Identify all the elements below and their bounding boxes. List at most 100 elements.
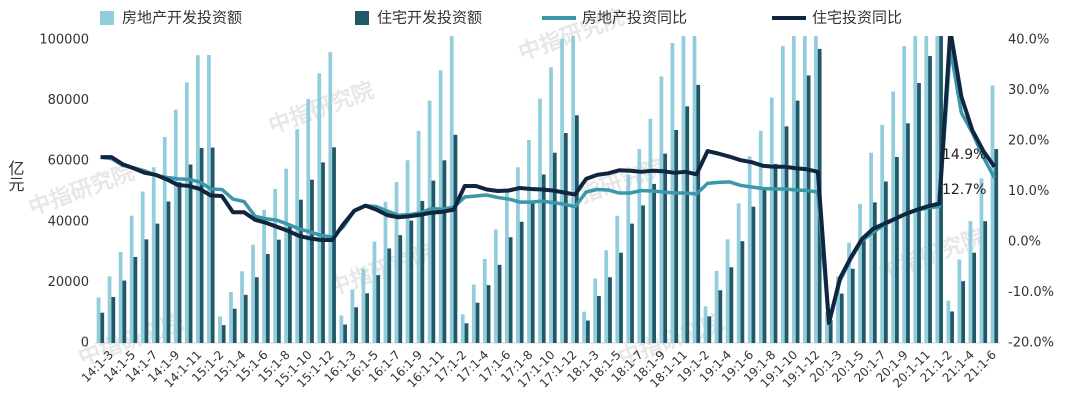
bar (372, 241, 377, 343)
bar (173, 109, 178, 343)
bar (861, 239, 866, 343)
bar (806, 75, 811, 344)
bar (107, 276, 112, 343)
y2-tick-label: 30.0% (1008, 83, 1049, 98)
bar (306, 98, 311, 343)
bar (784, 126, 789, 343)
bar (210, 147, 215, 343)
bar (758, 130, 763, 343)
legend-swatch (100, 11, 114, 25)
bar (718, 290, 723, 343)
bar (471, 284, 476, 343)
bar (332, 147, 336, 343)
bar (420, 200, 425, 343)
bar (884, 181, 888, 343)
bar (140, 191, 145, 343)
bar (659, 76, 664, 344)
bar (619, 252, 623, 343)
data-label: 12.7% (942, 182, 986, 198)
bar (935, 36, 940, 344)
bar (427, 100, 432, 343)
y-tick-label: 40000 (48, 214, 89, 229)
bar (229, 291, 233, 343)
bar (310, 179, 314, 343)
bar (928, 56, 932, 344)
bar (497, 264, 502, 343)
bar (317, 73, 322, 344)
y2-tick-label: 20.0% (1008, 134, 1049, 149)
bar (703, 306, 708, 343)
bar (869, 152, 873, 343)
bar (365, 293, 370, 343)
bar (773, 163, 778, 343)
bar (858, 203, 862, 343)
y-tick-label: 60000 (48, 154, 89, 169)
bar (486, 285, 491, 343)
bar (836, 276, 840, 343)
bar (383, 201, 388, 343)
bar (207, 55, 211, 343)
bar (795, 100, 800, 343)
bar (387, 248, 392, 343)
bar (637, 149, 642, 343)
bar (994, 149, 999, 343)
bar (950, 311, 954, 343)
bar (442, 160, 447, 343)
bar (339, 315, 344, 343)
bar (696, 84, 701, 344)
bar (96, 297, 101, 343)
bar (968, 221, 973, 343)
bar (273, 188, 277, 343)
bar (376, 275, 381, 343)
bar (707, 316, 712, 343)
bar (240, 271, 244, 343)
bar (552, 152, 557, 343)
bar (144, 239, 149, 343)
bar (593, 278, 598, 343)
bar (692, 36, 697, 344)
bar (129, 215, 134, 343)
line (100, 36, 997, 325)
bar (615, 215, 620, 343)
bar (917, 83, 921, 343)
bar (449, 36, 454, 344)
bar (626, 174, 631, 343)
bar (674, 129, 679, 343)
bar (530, 203, 535, 343)
bar (254, 277, 259, 343)
bar (913, 36, 918, 344)
bar (880, 124, 885, 343)
bar (516, 167, 520, 343)
bar (155, 223, 160, 343)
bar (505, 189, 509, 343)
bar (111, 296, 116, 343)
bar (979, 178, 984, 343)
bar (453, 134, 458, 343)
bar (431, 180, 436, 343)
bar (652, 183, 656, 343)
y-tick-label: 0 (81, 336, 89, 351)
bar (751, 206, 756, 343)
bar (350, 289, 355, 343)
bar (736, 203, 741, 343)
legend-label: 房地产投资同比 (582, 9, 687, 27)
bar (946, 300, 951, 343)
bar (571, 36, 575, 344)
bar (597, 296, 601, 343)
y2-tick-label: -10.0% (1008, 285, 1054, 300)
y2-tick-label: -20.0% (1008, 336, 1054, 351)
bar (394, 182, 399, 343)
bar (802, 36, 807, 344)
bar (791, 36, 796, 343)
bar (100, 312, 105, 343)
bar (574, 115, 579, 343)
bar (825, 312, 829, 343)
y2-tick-label: 0.0% (1008, 235, 1041, 250)
bar (891, 91, 896, 343)
bar (828, 320, 833, 343)
y-axis-label: 亿元 (6, 160, 25, 192)
bar (438, 70, 443, 344)
bar (641, 205, 645, 343)
bar (906, 123, 910, 343)
bar (983, 221, 988, 343)
